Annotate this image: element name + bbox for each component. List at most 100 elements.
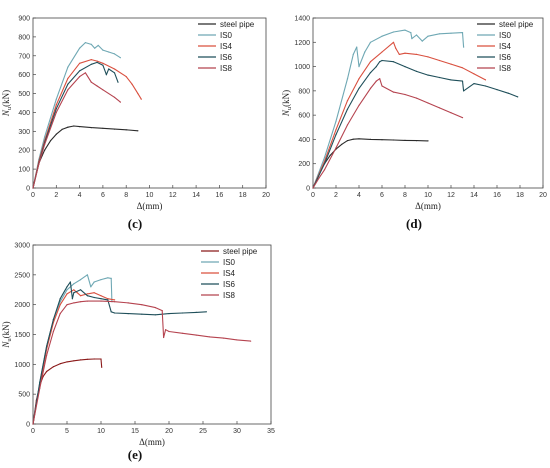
x-tick-label: 8 [403,192,407,199]
data-point [55,104,57,106]
data-point [195,334,197,336]
data-point [450,79,452,81]
legend-entry: steel pipe [223,247,258,256]
x-tick-label: 14 [470,192,478,199]
data-point [222,337,224,339]
data-point [69,281,71,283]
y-label-main: N [1,341,11,349]
data-point [461,31,464,34]
data-point [358,87,360,89]
data-point [79,76,81,78]
data-point [94,47,96,49]
y-tick-label: 200 [18,148,30,155]
panel-caption: (d) [406,216,422,231]
data-point [346,78,349,80]
data-point [114,312,116,314]
data-point [86,295,88,297]
data-point [352,138,354,140]
data-point [398,53,400,56]
series-line-is4 [32,59,142,189]
data-point [66,286,68,288]
data-point [168,313,170,315]
x-axis-label: Δ(mm) [137,201,163,211]
data-point [107,277,109,279]
x-tick-label: 20 [539,192,547,199]
data-point [346,108,349,110]
data-point [209,336,211,338]
data-point [329,154,331,156]
data-point [358,104,360,106]
x-tick-label: 12 [169,192,177,199]
x-tick-label: 2 [334,192,338,199]
data-point [107,299,109,301]
x-tick-label: 0 [311,192,315,199]
x-tick-label: 6 [101,192,105,199]
legend-entry: IS8 [499,64,512,73]
y-tick-label: 1200 [294,40,310,47]
data-point [102,49,104,51]
data-point [137,130,139,132]
data-point [346,100,349,102]
data-point [73,360,75,362]
series-line-is6 [312,59,518,189]
data-point [73,289,75,291]
data-point [168,330,170,333]
data-point [90,59,92,61]
y-tick-label: 0 [26,422,30,429]
x-tick-label: 0 [31,192,35,199]
y-axis-label: Nu(kN) [1,90,13,117]
y-tick-label: 1500 [14,332,30,339]
y-tick-label: 600 [18,72,30,79]
series-line-is8 [312,78,463,189]
data-point [59,304,61,306]
data-point [236,339,238,341]
data-point [463,90,465,92]
legend-entry: IS0 [499,31,512,40]
data-point [369,87,372,89]
x-tick-label: 20 [165,428,173,435]
data-point [79,126,81,128]
data-point [67,77,69,79]
y-label-unit: (kN) [281,90,291,107]
y-label-main: N [1,109,11,117]
x-axis-label: Δ(mm) [415,201,441,211]
data-point [79,70,81,72]
panel-e: 0 5 10 15 20 25 30 35 0 500 1000 1500 2000 2500 3000 Δ(… [1,243,275,463]
y-tick-label: 800 [298,88,310,95]
data-point [335,120,337,122]
series-line-is8 [32,72,121,189]
data-point [90,63,92,65]
x-tick-label: 4 [357,192,361,199]
data-point [318,177,320,179]
data-point [346,124,349,126]
data-point [86,300,88,302]
data-point [73,125,75,127]
data-point [39,387,41,389]
y-tick-label: 500 [18,392,30,399]
x-tick-label: 14 [192,192,200,199]
data-point [105,74,107,76]
panel-c: 0 2 4 6 8 10 12 14 16 18 2001002003004005006007008… [1,16,270,232]
y-tick-label: 2500 [14,272,30,279]
data-point [44,144,46,146]
data-point [86,274,88,276]
y-tick-label: 0 [26,186,30,193]
data-point [381,85,383,87]
data-point [61,128,63,130]
x-tick-label: 15 [131,428,139,435]
data-point [97,44,99,47]
y-tick-label: 800 [18,34,30,41]
data-point [205,311,207,313]
data-point [59,301,61,303]
series-line-is4 [32,289,115,425]
data-point [415,140,418,142]
x-tick-label: 4 [78,192,82,199]
legend-entry: steel pipe [220,20,255,29]
data-point [84,72,86,74]
data-point [182,332,184,334]
data-point [415,53,418,56]
data-point [507,92,510,94]
data-point [49,140,52,142]
series-line-steel-pipe [32,125,138,189]
